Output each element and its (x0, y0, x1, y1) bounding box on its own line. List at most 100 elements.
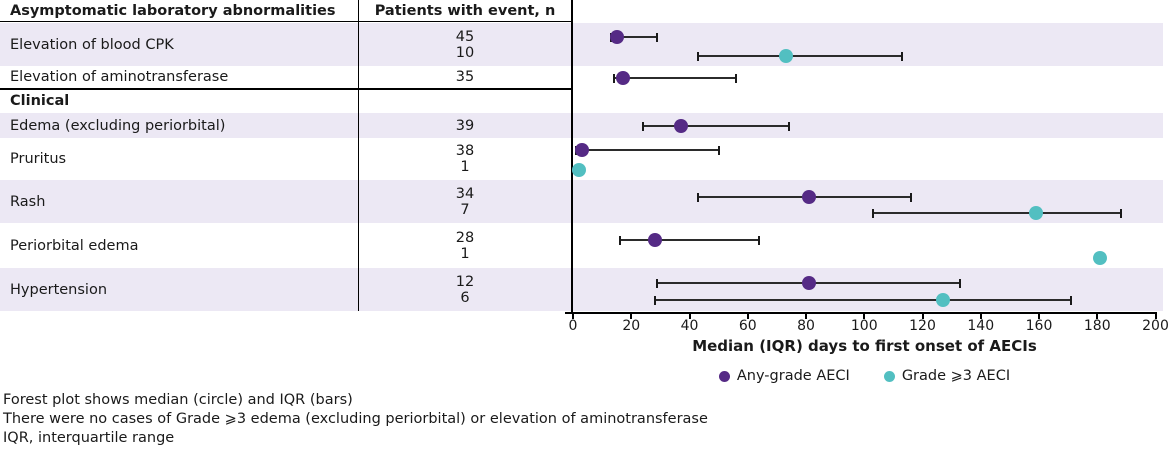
x-axis-tick-label: 160 (1025, 318, 1053, 334)
median-dot-grade3 (778, 49, 793, 63)
iqr-cap-low (697, 51, 700, 61)
count-value: 1 (460, 158, 470, 175)
count-value: 34 (455, 185, 475, 202)
plot-x-axis-line (565, 312, 1157, 314)
iqr-cap-high (787, 121, 790, 131)
iqr-cap-high (959, 278, 962, 288)
footnote-line-2: There were no cases of Grade ⩾3 edema (e… (3, 411, 708, 427)
x-axis-tick (1096, 314, 1099, 319)
iqr-cap-high (1119, 208, 1122, 218)
table-header-left: Asymptomatic laboratory abnormalities (10, 2, 336, 19)
legend-item-grade3: Grade ⩾3 AECI (883, 368, 1011, 384)
row-counts: 35 (360, 66, 570, 88)
x-axis-tick (979, 314, 982, 319)
footnote-line-3: IQR, interquartile range (3, 430, 175, 446)
iqr-whisker (872, 212, 1121, 214)
row-label: Pruritus (10, 150, 67, 167)
iqr-whisker (698, 55, 903, 57)
x-axis-tick (921, 314, 924, 319)
iqr-whisker (613, 77, 737, 79)
iqr-whisker (610, 36, 658, 38)
count-value: 39 (455, 117, 475, 134)
x-axis-tick (688, 314, 691, 319)
iqr-cap-high (735, 73, 738, 83)
iqr-cap-high (656, 32, 659, 42)
row-label: Periorbital edema (10, 237, 139, 254)
median-dot-grade3 (1093, 251, 1108, 265)
x-axis-tick (630, 314, 633, 319)
iqr-cap-low (871, 208, 874, 218)
row-counts: 39 (360, 113, 570, 138)
any-grade-dot-icon (718, 370, 730, 382)
column-divider-line (358, 0, 359, 311)
median-dot-any (609, 30, 624, 44)
iqr-cap-high (717, 145, 720, 155)
iqr-whisker (575, 149, 719, 151)
row-label: Rash (10, 193, 46, 210)
x-axis-tick (1038, 314, 1040, 319)
plot-y-axis-line (571, 0, 573, 314)
row-label: Edema (excluding periorbital) (10, 117, 226, 134)
iqr-cap-high (901, 51, 904, 61)
x-axis-title: Median (IQR) days to first onset of AECI… (692, 337, 1037, 355)
iqr-cap-high (1070, 295, 1073, 305)
count-value: 1 (460, 245, 470, 262)
median-dot-any (673, 119, 688, 133)
row-band (0, 23, 1163, 66)
x-axis-tick-label: 200 (1142, 318, 1169, 334)
count-value: 7 (460, 201, 470, 218)
row-counts: 38 1 (360, 138, 570, 179)
iqr-cap-low (618, 235, 621, 245)
median-dot-any (647, 233, 662, 247)
median-dot-grade3 (935, 293, 950, 307)
legend-label-grade3: Grade ⩾3 AECI (901, 368, 1011, 384)
section-divider-line (0, 88, 572, 90)
table-header-right: Patients with event, n (374, 2, 556, 19)
row-label: Clinical (10, 93, 70, 109)
x-axis-tick-label: 140 (967, 318, 995, 334)
count-value: 10 (455, 44, 475, 61)
row-band (0, 180, 1163, 223)
iqr-cap-low (697, 192, 700, 202)
x-axis-tick (746, 314, 749, 319)
x-axis-tick-label: 20 (622, 318, 641, 334)
row-label: Hypertension (10, 281, 108, 298)
median-dot-grade3 (1029, 206, 1044, 220)
row-counts: 34 7 (360, 180, 570, 223)
iqr-cap-high (758, 235, 761, 245)
iqr-whisker (654, 299, 1072, 301)
x-axis-tick (863, 314, 866, 319)
footnotes: Forest plot shows median (circle) and IQ… (3, 391, 708, 448)
median-dot-any (574, 143, 589, 157)
iqr-cap-high (909, 192, 912, 202)
row-counts: 28 1 (360, 223, 570, 268)
iqr-whisker (642, 125, 789, 127)
iqr-cap-low (656, 278, 659, 288)
x-axis-tick-label: 120 (909, 318, 936, 334)
legend-label-any-grade: Any-grade AECI (736, 368, 850, 384)
count-value: 6 (460, 289, 470, 306)
row-label: Elevation of blood CPK (10, 36, 174, 53)
iqr-cap-low (612, 73, 615, 83)
median-dot-any (615, 71, 630, 85)
count-value: 35 (455, 69, 475, 85)
median-dot-any (801, 276, 816, 290)
x-axis-tick-label: 0 (568, 318, 578, 334)
count-value: 45 (455, 28, 475, 45)
x-axis-tick-label: 100 (850, 318, 878, 334)
x-axis-tick-label: 80 (797, 318, 815, 334)
row-counts: 45 10 (360, 23, 570, 66)
row-label: Elevation of aminotransferase (10, 69, 229, 85)
footnote-line-1: Forest plot shows median (circle) and IQ… (3, 392, 353, 408)
iqr-whisker (619, 239, 760, 241)
x-axis-tick (805, 314, 807, 319)
median-dot-any (801, 190, 816, 204)
header-underline (0, 21, 572, 22)
legend-item-any-grade: Any-grade AECI (718, 368, 850, 384)
row-band (0, 113, 1163, 138)
median-dot-grade3 (571, 163, 586, 177)
x-axis-tick-label: 60 (738, 318, 757, 334)
x-axis-tick-label: 180 (1083, 318, 1111, 334)
x-axis-tick (572, 314, 574, 319)
iqr-cap-low (653, 295, 656, 305)
